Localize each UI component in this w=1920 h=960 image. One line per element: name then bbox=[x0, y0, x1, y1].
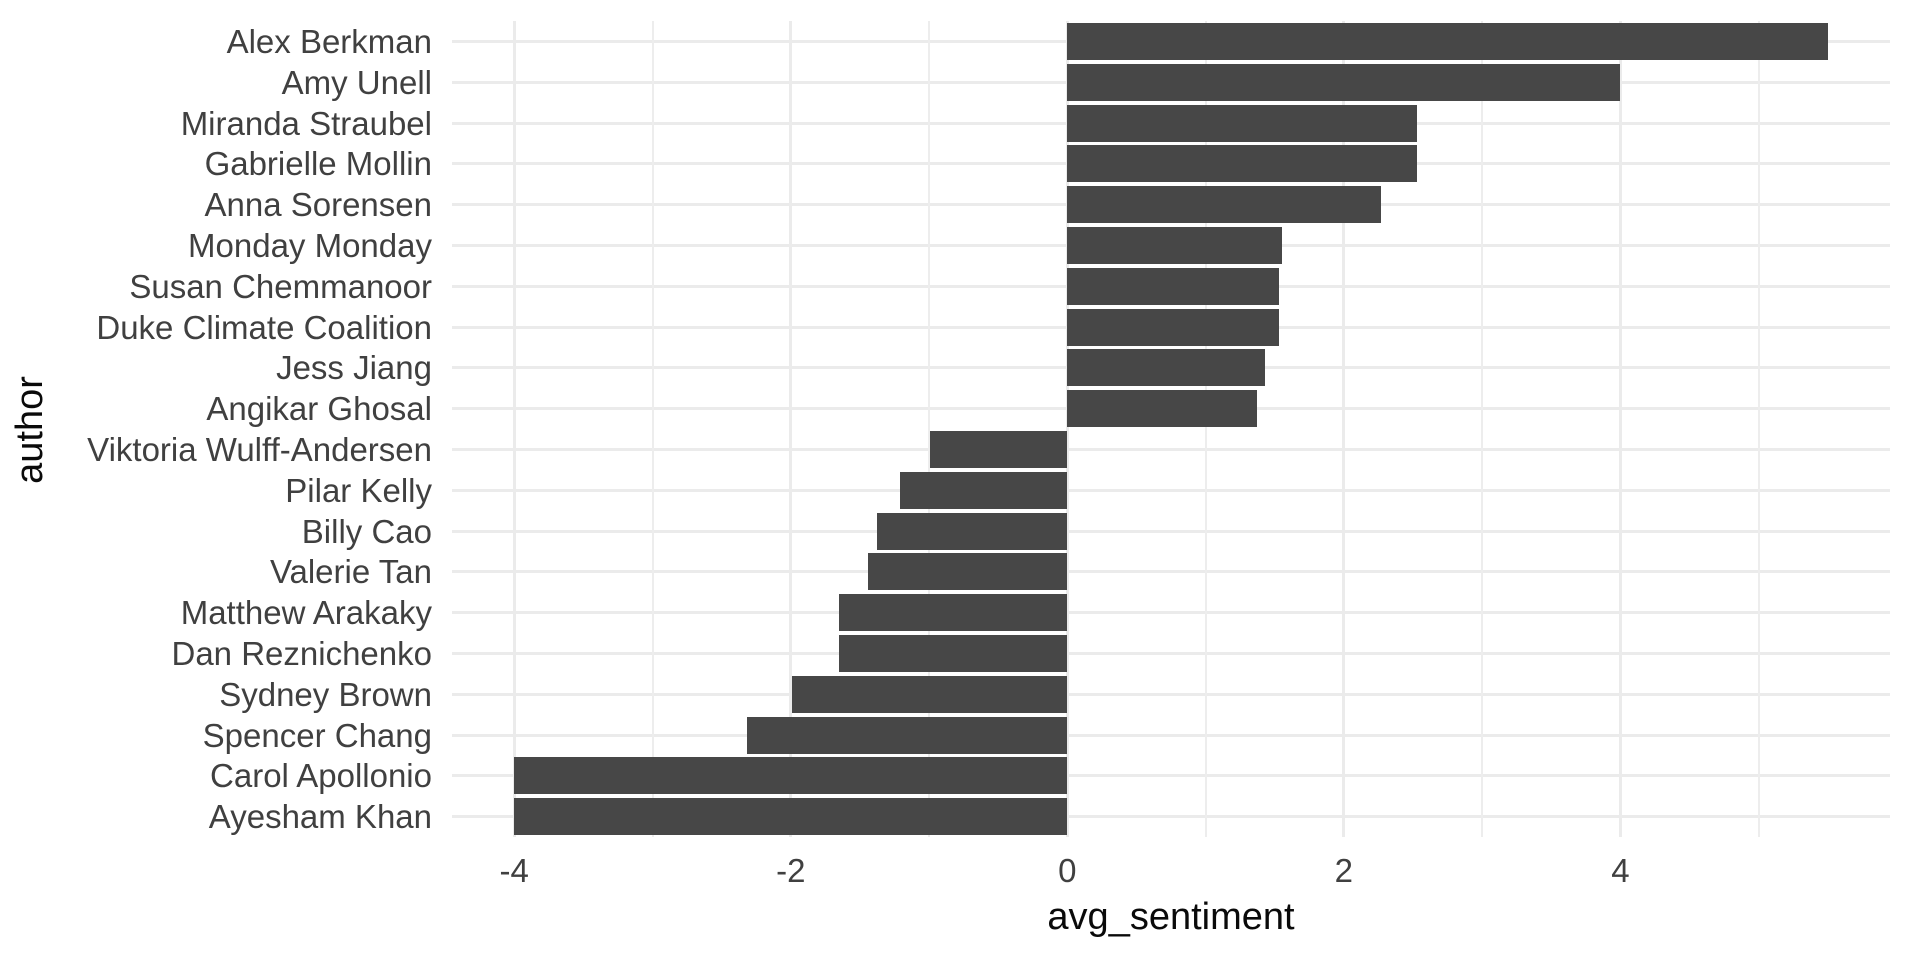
y-tick-label: Valerie Tan bbox=[269, 553, 432, 591]
y-tick-label: Angikar Ghosal bbox=[206, 390, 432, 428]
bar-valerie-tan bbox=[868, 553, 1068, 591]
x-axis-title: avg_sentiment bbox=[1047, 896, 1295, 938]
gridline-horizontal bbox=[452, 611, 1890, 615]
bar-susan-chemmanoor bbox=[1067, 267, 1279, 305]
x-tick-label: 2 bbox=[1334, 852, 1353, 889]
x-tick-label: -4 bbox=[499, 852, 529, 889]
gridline-horizontal bbox=[452, 529, 1890, 533]
y-tick-label: Anna Sorensen bbox=[204, 186, 432, 224]
gridline-horizontal bbox=[452, 651, 1890, 655]
x-tick-label: 0 bbox=[1058, 852, 1077, 889]
y-tick-label: Gabrielle Mollin bbox=[204, 145, 432, 183]
bar-ayesham-khan bbox=[514, 798, 1068, 836]
gridline-vertical-major bbox=[789, 21, 793, 837]
y-tick-label: Spencer Chang bbox=[202, 716, 432, 754]
y-tick-label: Matthew Arakaky bbox=[180, 594, 432, 632]
gridline-horizontal bbox=[452, 733, 1890, 737]
bar-spencer-chang bbox=[746, 716, 1068, 754]
gridline-horizontal bbox=[452, 692, 1890, 696]
bar-amy-unell bbox=[1067, 63, 1621, 101]
y-tick-label: Sydney Brown bbox=[219, 675, 432, 713]
gridline-horizontal bbox=[452, 488, 1890, 492]
gridline-vertical-minor bbox=[1481, 21, 1484, 837]
y-tick-label: Pilar Kelly bbox=[285, 471, 432, 509]
bar-monday-monday bbox=[1067, 226, 1282, 264]
plot-panel bbox=[452, 21, 1890, 837]
bar-sydney-brown bbox=[792, 675, 1068, 713]
bar-carol-apollonio bbox=[514, 757, 1068, 795]
y-tick-label: Monday Monday bbox=[188, 226, 432, 264]
y-tick-label: Miranda Straubel bbox=[180, 104, 432, 142]
y-tick-label: Alex Berkman bbox=[226, 22, 432, 60]
bar-billy-cao bbox=[876, 512, 1068, 550]
gridline-vertical-minor bbox=[1757, 21, 1760, 837]
gridline-horizontal bbox=[452, 570, 1890, 574]
y-tick-label: Carol Apollonio bbox=[210, 757, 432, 795]
y-tick-label: Dan Reznichenko bbox=[171, 634, 433, 672]
bar-duke-climate-coalition bbox=[1067, 308, 1279, 346]
gridline-vertical-major bbox=[1342, 21, 1346, 837]
y-tick-label: Susan Chemmanoor bbox=[129, 267, 432, 305]
gridline-vertical-major bbox=[512, 21, 516, 837]
y-tick-label: Jess Jiang bbox=[276, 349, 432, 387]
bar-anna-sorensen bbox=[1067, 186, 1382, 224]
gridline-horizontal bbox=[452, 774, 1890, 778]
gridline-vertical-major bbox=[1618, 21, 1622, 837]
gridline-vertical-major bbox=[1065, 21, 1069, 837]
gridline-horizontal bbox=[452, 815, 1890, 819]
bar-gabrielle-mollin bbox=[1067, 145, 1418, 183]
gridline-horizontal bbox=[452, 447, 1890, 451]
gridline-vertical-minor bbox=[928, 21, 930, 837]
gridline-vertical-minor bbox=[1204, 21, 1207, 837]
bar-pilar-kelly bbox=[900, 471, 1068, 509]
bar-matthew-arakaky bbox=[839, 594, 1068, 632]
y-tick-label: Viktoria Wulff-Andersen bbox=[87, 430, 432, 468]
bar-angikar-ghosal bbox=[1067, 390, 1257, 428]
y-tick-label: Duke Climate Coalition bbox=[96, 308, 432, 346]
x-tick-label: -2 bbox=[776, 852, 806, 889]
bar-miranda-straubel bbox=[1067, 104, 1418, 142]
y-tick-label: Billy Cao bbox=[301, 512, 432, 550]
bar-viktoria-wulff-andersen bbox=[930, 430, 1068, 468]
x-tick-label: 4 bbox=[1611, 852, 1630, 889]
bar-jess-jiang bbox=[1067, 349, 1265, 387]
bar-dan-reznichenko bbox=[839, 634, 1068, 672]
gridline-vertical-minor bbox=[651, 21, 654, 837]
y-tick-label: Ayesham Khan bbox=[208, 798, 432, 836]
bar-alex-berkman bbox=[1067, 22, 1828, 60]
y-tick-label: Amy Unell bbox=[281, 63, 432, 101]
